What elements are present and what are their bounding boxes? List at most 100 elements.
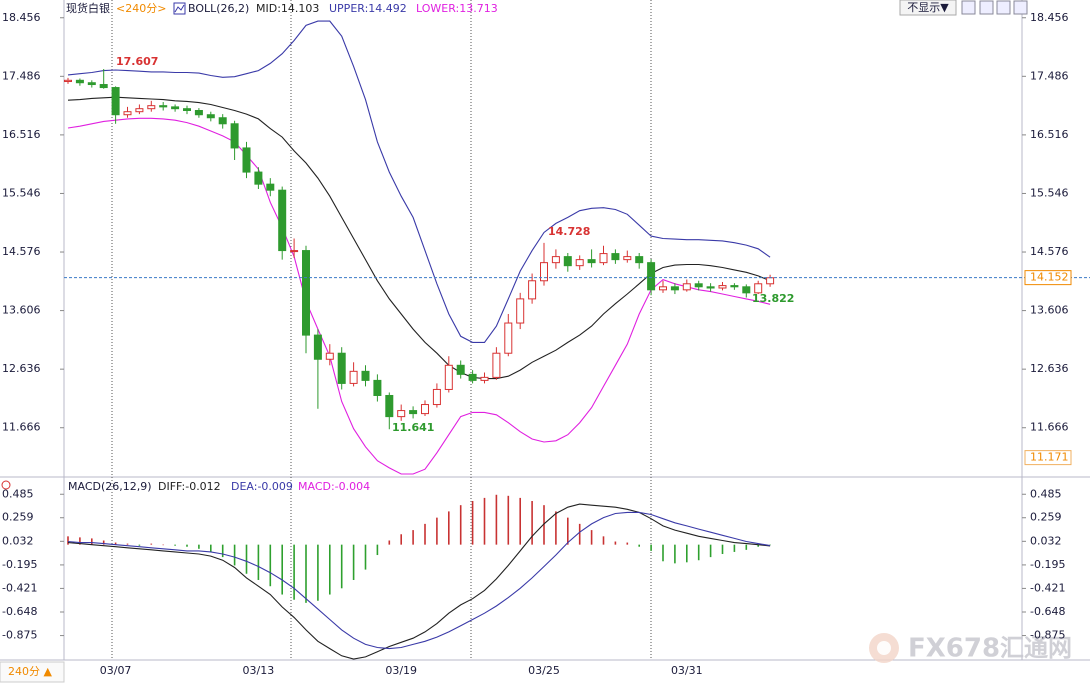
candle-body — [278, 189, 287, 252]
candle-body — [682, 283, 691, 291]
macd-bar — [257, 544, 260, 580]
macd-bar — [198, 544, 200, 549]
tool-button[interactable] — [979, 0, 994, 15]
macd-bar — [412, 530, 414, 545]
y-tick-label-right: 12.636 — [1030, 362, 1069, 375]
candle-body — [171, 106, 180, 110]
candle-body — [551, 256, 560, 264]
candle-body — [99, 84, 108, 89]
macd-bar — [424, 523, 426, 545]
x-tick-label: 03/25 — [528, 664, 560, 677]
macd-bar — [352, 544, 355, 580]
y-tick-label: 0.259 — [2, 511, 34, 524]
y-tick-label: -0.195 — [2, 558, 37, 571]
macd-bar — [162, 544, 164, 546]
macd-bar — [102, 540, 105, 545]
low-box — [1024, 450, 1072, 466]
macd-bar — [590, 530, 593, 545]
candle-body — [337, 352, 346, 384]
macd-bar — [769, 544, 771, 546]
macd-bar — [757, 544, 759, 547]
candle-body — [397, 410, 406, 418]
candle-body — [194, 109, 203, 116]
series-line — [67, 511, 771, 650]
y-tick-label: -0.648 — [2, 605, 37, 618]
extreme-label: 11.641 — [392, 421, 434, 434]
y-tick-label: 16.516 — [2, 128, 41, 141]
macd-bar — [114, 542, 117, 545]
tool-button[interactable] — [996, 0, 1011, 15]
candle-body — [528, 280, 537, 300]
macd-icon[interactable] — [1, 480, 11, 490]
macd-bar — [626, 542, 629, 545]
y-tick-label-right: 17.486 — [1030, 69, 1069, 82]
candle-body — [742, 286, 751, 294]
y-tick-label-right: 0.259 — [1030, 511, 1062, 524]
candle-body — [670, 286, 679, 291]
y-tick-label-right: 11.666 — [1030, 421, 1069, 434]
period-button[interactable] — [0, 661, 65, 683]
y-tick-label: -0.875 — [2, 629, 37, 642]
indicator-icon[interactable] — [173, 2, 186, 15]
x-tick-label: 03/07 — [100, 664, 132, 677]
legend-mid: MID:14.103 — [256, 2, 319, 15]
y-tick-label-right: 14.576 — [1030, 245, 1069, 258]
y-tick-label-right: 0.485 — [1030, 487, 1062, 500]
candle-body — [409, 410, 418, 415]
macd-bar — [709, 544, 712, 558]
legend-upper: UPPER:14.492 — [329, 2, 407, 15]
macd-bar — [150, 543, 153, 545]
candle-body — [575, 259, 584, 267]
extreme-label: 13.822 — [752, 292, 794, 305]
watermark-text: FX678 — [908, 634, 1000, 664]
candle-body — [183, 108, 191, 111]
macd-bar — [697, 544, 700, 561]
candle-body — [373, 379, 382, 396]
macd-bar — [459, 505, 462, 545]
macd-bar — [519, 497, 521, 545]
macd-bar — [507, 495, 510, 545]
candle-body — [635, 256, 644, 264]
y-tick-label: 18.456 — [2, 11, 41, 24]
macd-bar — [340, 544, 343, 589]
candle-body — [706, 286, 715, 289]
candle-body — [432, 388, 441, 406]
legend-macd: MACD:-0.004 — [298, 480, 370, 493]
macd-bar — [436, 517, 438, 545]
candle-body — [242, 147, 251, 173]
macd-bar — [614, 541, 617, 545]
x-tick-label: 03/13 — [243, 664, 275, 677]
period: <240分> — [116, 2, 166, 15]
y-tick-label: 0.032 — [2, 534, 34, 547]
y-tick-label: 0.485 — [2, 487, 34, 500]
candle-body — [694, 283, 703, 288]
macd-bar — [186, 544, 188, 547]
y-tick-label-right: 0.032 — [1030, 534, 1062, 547]
y-tick-label-right: 13.606 — [1030, 304, 1069, 317]
candle-body — [123, 111, 132, 116]
y-tick-label: 15.546 — [2, 186, 41, 199]
candle-body — [325, 352, 334, 360]
candle-body — [587, 259, 596, 264]
macd-bar — [376, 544, 379, 556]
macd-bar — [400, 534, 402, 545]
tool-button[interactable] — [1013, 0, 1028, 15]
tool-button[interactable] — [961, 0, 976, 15]
candle-body — [647, 262, 656, 291]
macd-bar — [67, 536, 69, 545]
candle-body — [147, 105, 156, 110]
candle-body — [444, 364, 453, 390]
candle-body — [504, 322, 513, 354]
candle-body — [302, 250, 310, 336]
candle-body — [87, 82, 96, 86]
candle-body — [313, 334, 322, 360]
x-tick-label: 03/31 — [671, 664, 703, 677]
candle-body — [611, 253, 620, 261]
candle-body — [599, 253, 608, 264]
candle-body — [623, 256, 632, 261]
display-toggle[interactable] — [899, 0, 957, 16]
macd-bar — [126, 543, 129, 545]
macd-bar — [721, 544, 724, 555]
macd-indicator: MACD(26,12,9) — [68, 480, 152, 493]
